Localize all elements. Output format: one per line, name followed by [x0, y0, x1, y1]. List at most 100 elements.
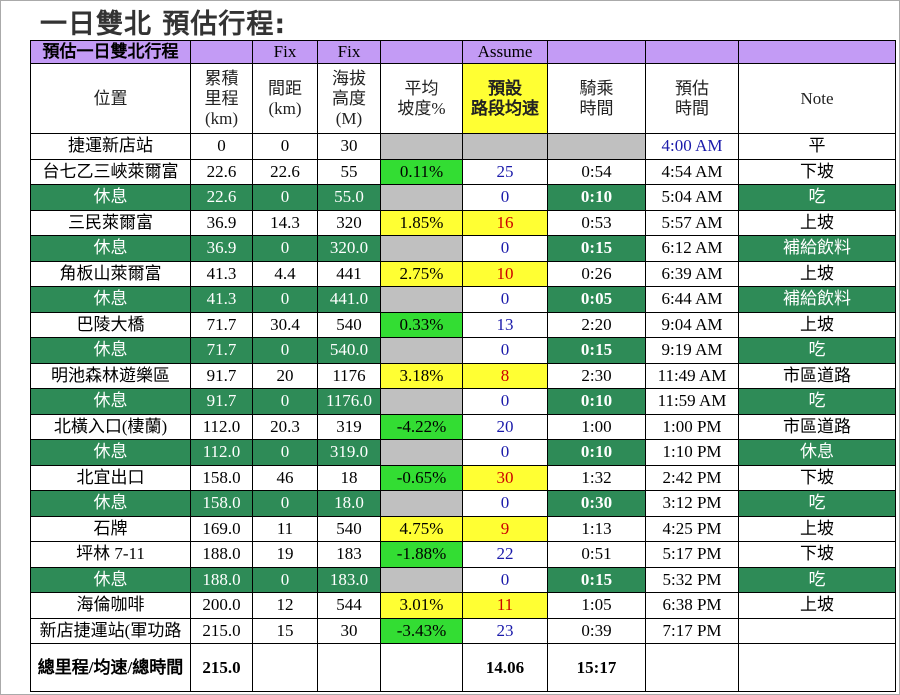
table-cell: 6:12 AM: [645, 235, 739, 262]
table-cell: [380, 490, 463, 517]
table-cell: -0.65%: [380, 464, 463, 491]
table-cell: 0: [462, 235, 548, 262]
table-cell: 23: [462, 617, 548, 644]
table-cell: 5:32 PM: [645, 566, 739, 593]
table-cell: 4:00 AM: [645, 133, 739, 160]
table-cell: 5:17 PM: [645, 541, 739, 568]
table-cell: 112.0: [190, 439, 253, 466]
table-cell: [462, 133, 548, 160]
table-cell: 休息: [30, 566, 191, 593]
table-cell: 上坡: [738, 515, 896, 542]
table-cell: 4:25 PM: [645, 515, 739, 542]
table-row: 預估一日雙北行程 Fix Fix Assume: [30, 40, 896, 64]
table-cell: 海拔 高度 (M): [317, 63, 381, 134]
table-cell: 19: [252, 541, 318, 568]
table-cell: 上坡: [738, 592, 896, 619]
table-cell: 0:30: [547, 490, 646, 517]
table-cell: 16: [462, 209, 548, 236]
table-cell: 台七乙三峽萊爾富: [30, 158, 191, 185]
table-cell: 4.4: [252, 260, 318, 287]
table-cell: 0.33%: [380, 311, 463, 338]
table-row: 石牌 169.0 11 540 4.75% 9 1:13 4:25 PM 上坡: [30, 515, 896, 542]
table-cell: 18.0: [317, 490, 381, 517]
table-cell: 休息: [30, 337, 191, 364]
table-cell: 215.0: [190, 643, 253, 692]
table-row: 位置 累積 里程 (km) 間距 (km) 海拔 高度 (M) 平均 坡度% 預設 路段均…: [30, 63, 896, 134]
table-cell: 騎乘 時間: [547, 63, 646, 134]
table-cell: 上坡: [738, 209, 896, 236]
table-cell: 北宜出口: [30, 464, 191, 491]
table-cell: [380, 184, 463, 211]
table-cell: 215.0: [190, 617, 253, 644]
table-cell: 0: [462, 439, 548, 466]
table-cell: 0:15: [547, 235, 646, 262]
table-cell: 158.0: [190, 464, 253, 491]
table-cell: 3:12 PM: [645, 490, 739, 517]
table-cell: 7:17 PM: [645, 617, 739, 644]
table-cell: 36.9: [190, 209, 253, 236]
table-cell: 0: [462, 286, 548, 313]
table-cell: Note: [738, 63, 896, 134]
table-cell: 1:00: [547, 413, 646, 440]
table-cell: 1:00 PM: [645, 413, 739, 440]
table-cell: 0: [252, 388, 318, 415]
table-cell: 169.0: [190, 515, 253, 542]
table-cell: 544: [317, 592, 381, 619]
table-row: 休息 22.6 0 55.0 0 0:10 5:04 AM 吃: [30, 184, 896, 211]
table-cell: 市區道路: [738, 362, 896, 389]
table-cell: 補給飲料: [738, 286, 896, 313]
table-cell: 1:13: [547, 515, 646, 542]
table-row: 巴陵大橋 71.7 30.4 540 0.33% 13 2:20 9:04 AM 上坡: [30, 311, 896, 338]
table-cell: 0:10: [547, 388, 646, 415]
table-cell: [380, 40, 463, 64]
table-cell: 14.3: [252, 209, 318, 236]
table-cell: 30: [317, 133, 381, 160]
table-cell: 188.0: [190, 566, 253, 593]
table-cell: 9:04 AM: [645, 311, 739, 338]
table-cell: 15:17: [547, 643, 646, 692]
table-cell: [645, 643, 739, 692]
table-cell: 0: [252, 490, 318, 517]
table-cell: [317, 643, 381, 692]
table-cell: 0: [462, 490, 548, 517]
table-cell: 0:10: [547, 184, 646, 211]
table-cell: 36.9: [190, 235, 253, 262]
table-row: 北橫入口(棲蘭) 112.0 20.3 319 -4.22% 20 1:00 1:00 PM 市…: [30, 413, 896, 440]
table-cell: 0: [252, 439, 318, 466]
table-row: 休息 112.0 0 319.0 0 0:10 1:10 PM 休息: [30, 439, 896, 466]
table-cell: 91.7: [190, 388, 253, 415]
table-cell: -4.22%: [380, 413, 463, 440]
table-cell: 13: [462, 311, 548, 338]
table-cell: Fix: [252, 40, 318, 64]
table-cell: 112.0: [190, 413, 253, 440]
table-cell: 位置: [30, 63, 191, 134]
table-cell: 休息: [30, 388, 191, 415]
table-cell: 0: [252, 235, 318, 262]
table-cell: 20.3: [252, 413, 318, 440]
table-cell: 2.75%: [380, 260, 463, 287]
table-cell: 158.0: [190, 490, 253, 517]
table-row: 休息 71.7 0 540.0 0 0:15 9:19 AM 吃: [30, 337, 896, 364]
table-cell: [380, 439, 463, 466]
table-cell: 上坡: [738, 260, 896, 287]
table-cell: 坪林 7-11: [30, 541, 191, 568]
table-cell: 441.0: [317, 286, 381, 313]
table-cell: 捷運新店站: [30, 133, 191, 160]
table-cell: 3.18%: [380, 362, 463, 389]
table-cell: 吃: [738, 490, 896, 517]
table-cell: 30.4: [252, 311, 318, 338]
table-cell: 15: [252, 617, 318, 644]
table-cell: 平: [738, 133, 896, 160]
table-cell: 55: [317, 158, 381, 185]
table-row: 坪林 7-11 188.0 19 183 -1.88% 22 0:51 5:17 PM 下坡: [30, 541, 896, 568]
table-cell: 市區道路: [738, 413, 896, 440]
table-cell: 0:39: [547, 617, 646, 644]
table-row: 休息 158.0 0 18.0 0 0:30 3:12 PM 吃: [30, 490, 896, 517]
table-cell: 6:39 AM: [645, 260, 739, 287]
table-cell: 0: [462, 184, 548, 211]
table-cell: 明池森林遊樂區: [30, 362, 191, 389]
table-cell: 1:05: [547, 592, 646, 619]
table-cell: 休息: [738, 439, 896, 466]
table-cell: 6:38 PM: [645, 592, 739, 619]
